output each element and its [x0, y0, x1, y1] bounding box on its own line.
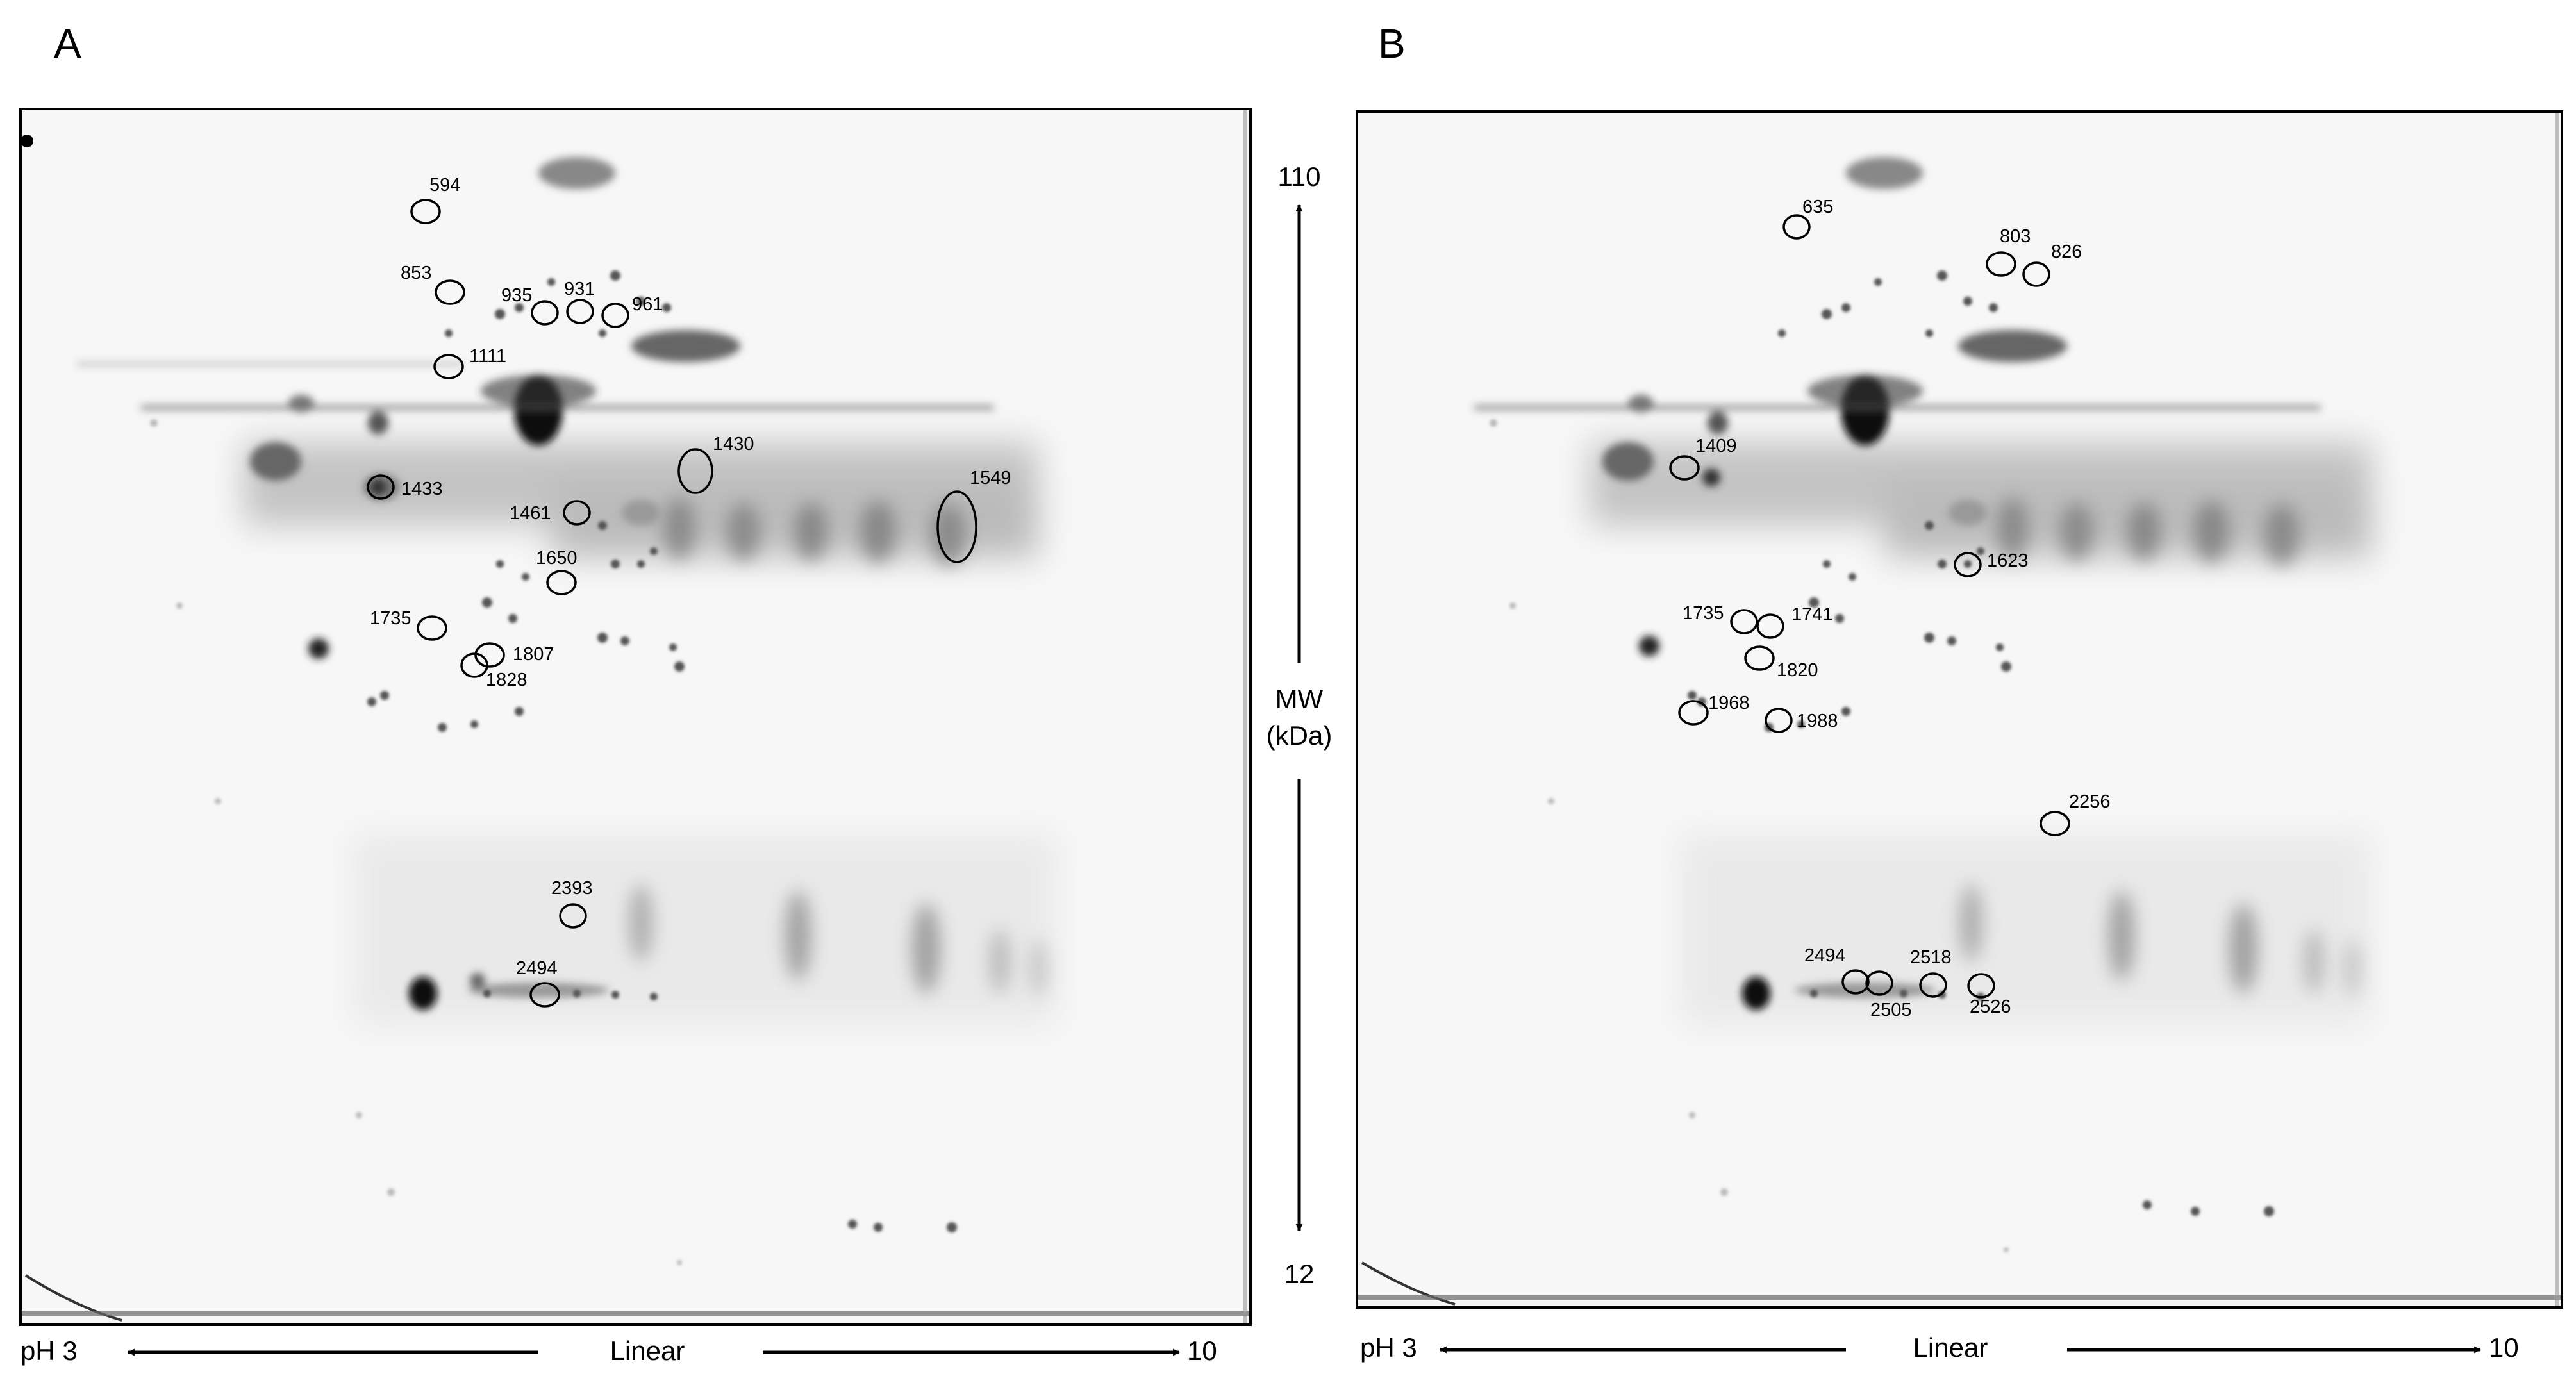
- spot-label: 853: [401, 263, 431, 283]
- spot-label: 2505: [1870, 1000, 1912, 1020]
- ph-axis-left-label: pH 3: [21, 1336, 78, 1366]
- spot-label: 1650: [536, 548, 578, 568]
- spot-marker: [1678, 700, 1709, 726]
- spot-label: 1549: [970, 468, 1011, 488]
- spot-label: 1807: [513, 644, 554, 665]
- gel-spots: [21, 109, 1251, 1325]
- spot-marker: [460, 652, 488, 678]
- spot-label: 931: [564, 279, 595, 299]
- mw-axis: 110 MW (kDa) 12: [1267, 162, 1333, 1289]
- spot-marker: [2040, 811, 2070, 836]
- spot-marker: [546, 570, 577, 595]
- spot-marker: [2022, 261, 2050, 287]
- panel-letter: B: [1378, 21, 1406, 67]
- mw-axis-label: MW: [1276, 684, 1324, 714]
- spot-label: 1828: [486, 670, 528, 690]
- spot-label: 1968: [1708, 693, 1750, 713]
- spot-marker: [1756, 613, 1784, 639]
- spot-marker: [563, 500, 591, 526]
- spot-label: 803: [2000, 226, 2031, 247]
- ph-axis-center-label: Linear: [610, 1336, 685, 1366]
- spot-label: 2518: [1910, 947, 1952, 968]
- gel-border: [1356, 110, 2563, 1309]
- panel-a: A: [19, 21, 1252, 1366]
- gel-image: [19, 108, 1252, 1326]
- spot-label: 594: [429, 175, 460, 195]
- spot-label: 1735: [370, 608, 411, 629]
- spot-marker: [1782, 214, 1811, 240]
- gel-spots: [1357, 112, 2562, 1307]
- spot-marker: [677, 448, 713, 494]
- spot-label: 1433: [401, 479, 443, 499]
- spot-label: 2393: [551, 878, 593, 899]
- spot-label: 1735: [1683, 603, 1724, 624]
- ph-axis: pH 3 Linear 10: [1360, 1332, 2519, 1363]
- spot-label: 2494: [1804, 945, 1846, 966]
- spot-marker: [474, 642, 505, 668]
- spot-marker: [936, 490, 977, 563]
- spot-marker: [1954, 552, 1982, 577]
- spot-label: 935: [501, 285, 532, 306]
- gel-border: [19, 108, 1252, 1326]
- mw-axis-top-label: 110: [1278, 162, 1321, 192]
- spot-marker: [559, 903, 587, 929]
- spot-label: 1409: [1695, 436, 1737, 456]
- spot-label: 1741: [1791, 604, 1833, 625]
- spot-marker: [566, 299, 594, 324]
- ph-axis-left-label: pH 3: [1360, 1332, 1417, 1363]
- spot-label: 1111: [469, 346, 506, 367]
- mw-axis-unit: (kDa): [1267, 720, 1333, 751]
- ph-axis-right-label: 10: [1187, 1336, 1217, 1366]
- mw-axis-bottom-label: 12: [1284, 1259, 1315, 1289]
- spot-marker: [1744, 645, 1775, 671]
- spot-marker: [601, 303, 629, 328]
- ph-axis-right-label: 10: [2489, 1332, 2519, 1363]
- spot-marker: [1967, 973, 1995, 999]
- spot-label: 2526: [1970, 997, 2011, 1017]
- spot-marker: [1919, 972, 1947, 998]
- spot-marker: [410, 199, 441, 224]
- spot-label: 1820: [1777, 660, 1818, 681]
- spot-label: 635: [1802, 197, 1833, 217]
- spot-marker: [433, 354, 464, 379]
- spot-label: 2494: [516, 958, 558, 979]
- spot-marker: [435, 279, 465, 305]
- spot-label: 1623: [1987, 551, 2029, 571]
- spot-label: 826: [2051, 242, 2082, 262]
- panel-letter: A: [54, 21, 81, 67]
- spot-label: 961: [632, 294, 663, 315]
- spot-marker: [1986, 251, 2016, 277]
- gel-image: [1356, 110, 2563, 1309]
- panel-b: B: [1356, 21, 2563, 1363]
- spot-marker: [1865, 970, 1893, 996]
- spot-marker: [529, 982, 560, 1008]
- spot-label: 2256: [2069, 792, 2111, 812]
- ph-axis: pH 3 Linear 10: [21, 1336, 1217, 1366]
- spot-marker: [531, 300, 559, 326]
- ph-axis-center-label: Linear: [1913, 1332, 1988, 1363]
- spot-marker: [1730, 609, 1758, 634]
- spot-marker: [417, 615, 447, 641]
- spot-markers: 594 853 935 931 961 1111 1430 1549 1433 …: [367, 175, 1011, 1008]
- spot-marker: [1669, 455, 1700, 481]
- spot-marker: [367, 474, 395, 500]
- spot-label: 1430: [713, 434, 754, 454]
- spot-marker: [1765, 708, 1793, 733]
- spot-label: 1988: [1797, 711, 1838, 731]
- spot-label: 1461: [510, 503, 551, 524]
- spot-markers: 635 803 826 1409 1623 1735 1741 1820 196…: [1669, 197, 2111, 1020]
- spot-marker: [1841, 969, 1870, 995]
